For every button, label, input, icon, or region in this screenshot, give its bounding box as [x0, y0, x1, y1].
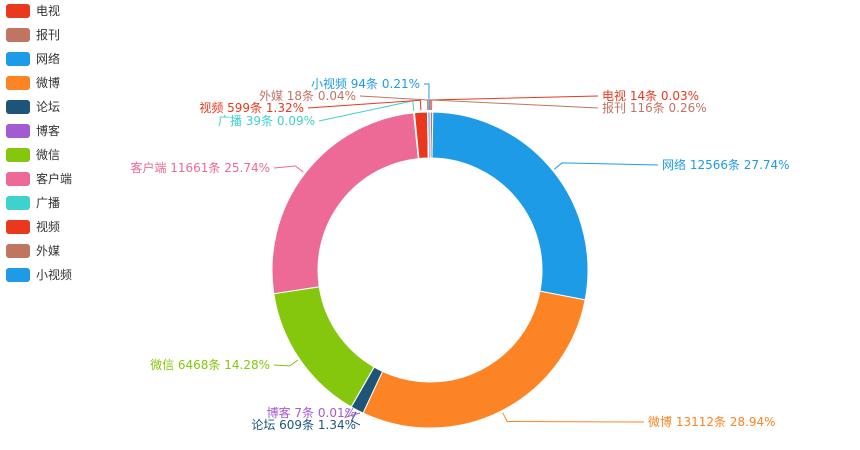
- legend-swatch: [6, 124, 30, 138]
- legend-item[interactable]: 报刊: [6, 27, 60, 42]
- slice-label: 论坛 609条 1.34%: [251, 418, 356, 432]
- label-leader-line: [273, 165, 304, 173]
- label-leader-line: [424, 83, 430, 111]
- slice-labels: 电视 14条 0.03%报刊 116条 0.26% 网络 12566条 27.74…: [130, 76, 789, 432]
- legend-label: 论坛: [36, 100, 60, 114]
- legend-item[interactable]: 视频: [6, 219, 60, 234]
- legend-label: 小视频: [36, 267, 72, 282]
- legend-label: 微信: [36, 148, 60, 162]
- legend-swatch: [6, 268, 30, 282]
- slice-label: 小视频 94条 0.21%: [311, 76, 420, 91]
- slice-label: 网络 12566条 27.74%: [662, 157, 790, 172]
- legend-swatch: [6, 52, 30, 66]
- legend-label: 网络: [36, 51, 60, 66]
- legend-label: 外媒: [36, 244, 60, 258]
- label-leader-line: [359, 95, 429, 111]
- legend-item[interactable]: 小视频: [6, 267, 72, 282]
- slice-label: 报刊 116条 0.26%: [602, 100, 707, 115]
- legend-label: 报刊: [36, 27, 60, 42]
- slice-label: 微博 13112条 28.94%: [648, 414, 776, 429]
- legend-swatch: [6, 28, 30, 42]
- legend-label: 客户端: [36, 171, 72, 186]
- slice-label: 视频 599条 1.32%: [199, 100, 304, 115]
- legend-item[interactable]: 微信: [6, 148, 60, 162]
- slice-label: 电视 14条 0.03%: [602, 88, 699, 103]
- label-leader-line: [502, 412, 645, 423]
- legend-label: 广播: [36, 196, 60, 210]
- slice-label: 客户端 11661条 25.74%: [130, 160, 270, 175]
- legend-swatch: [6, 244, 30, 258]
- legend-item[interactable]: 网络: [6, 51, 60, 66]
- legend-swatch: [6, 148, 30, 162]
- slice-label: 外媒 18条 0.04%: [259, 89, 356, 103]
- label-leader-line: [553, 162, 659, 170]
- donut-slice[interactable]: [273, 286, 375, 408]
- legend-swatch: [6, 196, 30, 210]
- legend-item[interactable]: 博客: [6, 123, 60, 138]
- slice-label: 广播 39条 0.09%: [218, 114, 315, 128]
- donut-slice[interactable]: [271, 112, 419, 295]
- legend-item[interactable]: 电视: [6, 3, 60, 18]
- legend-item[interactable]: 广播: [6, 196, 60, 210]
- legend-swatch: [6, 220, 30, 234]
- legend-label: 视频: [36, 219, 60, 234]
- legend-label: 博客: [36, 123, 60, 138]
- legend-swatch: [6, 76, 30, 90]
- donut-slice[interactable]: [431, 111, 589, 301]
- label-leader-line: [273, 359, 299, 367]
- label-leader-line: [307, 99, 422, 111]
- donut-slices: [271, 111, 589, 429]
- legend-swatch: [6, 100, 30, 114]
- label-leader-line: [429, 95, 599, 111]
- label-leader-line: [344, 408, 361, 419]
- legend-item[interactable]: 微博: [6, 75, 60, 90]
- legend-label: 电视: [36, 3, 60, 18]
- slice-label: 博客 7条 0.01%: [267, 405, 356, 420]
- legend-swatch: [6, 4, 30, 18]
- legend-item[interactable]: 客户端: [6, 171, 72, 186]
- legend-item[interactable]: 外媒: [6, 244, 60, 258]
- donut-slice[interactable]: [362, 290, 586, 429]
- donut-slice[interactable]: [427, 111, 431, 159]
- legend-item[interactable]: 论坛: [6, 100, 60, 114]
- legend-label: 微博: [36, 75, 60, 90]
- slice-label: 微信 6468条 14.28%: [150, 358, 270, 372]
- legend-swatch: [6, 172, 30, 186]
- label-leader-line: [431, 99, 599, 111]
